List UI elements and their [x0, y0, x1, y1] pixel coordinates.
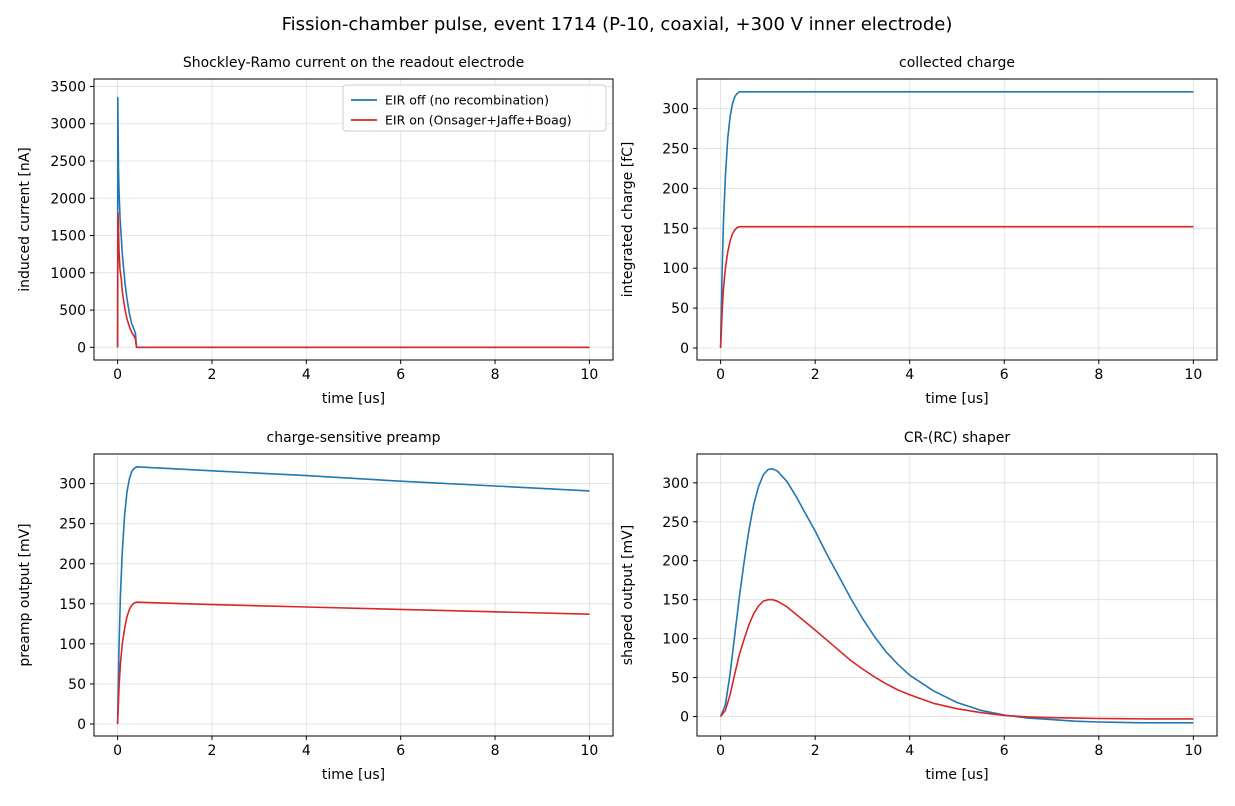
y-tick-label: 250: [59, 517, 86, 533]
y-axis-label: induced current [nA]: [17, 147, 33, 292]
axes-frame: [696, 78, 1218, 361]
axes-frame: [696, 453, 1218, 737]
x-tick-label: 4: [302, 743, 311, 759]
y-tick-label: 150: [662, 221, 689, 237]
series-line-eir-on: [116, 212, 590, 349]
y-tick-label: 250: [662, 515, 689, 531]
y-tick-label: 100: [662, 632, 689, 648]
x-tick-label: 4: [905, 367, 914, 383]
x-tick-label: 8: [1094, 367, 1103, 383]
y-tick-label: 250: [662, 141, 689, 157]
y-tick-label: 300: [59, 477, 86, 493]
legend-label: EIR off (no recombination): [385, 93, 549, 108]
x-tick-label: 6: [1000, 743, 1009, 759]
y-tick-label: 0: [77, 717, 86, 733]
panel-title: collected charge: [899, 55, 1015, 71]
x-tick-label: 0: [113, 367, 122, 383]
chart-panel-3: 0 2 4 6 8 10050100150200250300charge-sensitiv…: [17, 430, 614, 783]
chart-panel-1: 0 2 4 6 8 10 0 500 1000 1500 2000 2500 3000 3500 Shock…: [17, 55, 614, 407]
y-tick-label: 200: [59, 557, 86, 573]
chart-panels: 0 2 4 6 8 100500100015002000250030003500Shock…: [17, 55, 1218, 783]
y-axis-label: preamp output [mV]: [17, 523, 33, 666]
x-tick-label: 2: [207, 743, 216, 759]
y-axis-label: integrated charge [fC]: [620, 142, 636, 298]
y-tick-label: 0: [77, 340, 86, 356]
y-axis-label: shaped output [mV]: [620, 525, 636, 665]
x-tick-label: 8: [491, 367, 500, 383]
y-tick-label: 50: [671, 671, 689, 687]
x-axis-label: time [us]: [322, 391, 385, 407]
panel-title: Shockley-Ramo current on the readout ele…: [183, 55, 524, 71]
legend: EIR off (no recombination) EIR on (Onsage…: [342, 84, 607, 132]
series-line-eir-on: [719, 225, 1194, 349]
series-line-eir-on: [719, 598, 1194, 720]
x-tick-label: 0: [113, 743, 122, 759]
x-axis-label: time [us]: [925, 391, 988, 407]
axes-frame: [93, 453, 614, 737]
y-tick-label: 2000: [50, 191, 86, 207]
y-tick-label: 100: [662, 261, 689, 277]
x-tick-label: 6: [396, 367, 405, 383]
x-tick-label: 6: [396, 743, 405, 759]
panel-title: charge-sensitive preamp: [267, 430, 441, 446]
axes-frame: [93, 78, 614, 361]
y-tick-label: 2500: [50, 154, 86, 170]
y-tick-label: 200: [662, 554, 689, 570]
x-tick-label: 4: [302, 367, 311, 383]
x-tick-label: 2: [811, 743, 820, 759]
x-tick-label: 8: [1094, 743, 1103, 759]
y-tick-label: 200: [662, 181, 689, 197]
series-line-eir-on: [116, 601, 590, 725]
legend-label: EIR on (Onsager+Jaffe+Boag): [385, 113, 572, 128]
y-tick-label: 1000: [50, 266, 86, 282]
panel-title: CR-(RC) shaper: [904, 430, 1010, 446]
y-tick-label: 300: [662, 102, 689, 118]
series-line-eir-off: [719, 91, 1194, 349]
x-tick-label: 10: [1184, 743, 1202, 759]
series-line-eir-off: [719, 467, 1194, 724]
x-axis-label: time [us]: [925, 767, 988, 783]
x-tick-label: 10: [1184, 367, 1202, 383]
x-axis-label: time [us]: [322, 767, 385, 783]
y-tick-label: 0: [680, 341, 689, 357]
y-tick-label: 150: [59, 597, 86, 613]
y-tick-label: 50: [671, 301, 689, 317]
y-tick-label: 1500: [50, 229, 86, 245]
x-tick-label: 10: [580, 743, 598, 759]
y-tick-label: 0: [680, 710, 689, 726]
legend-box: [342, 84, 607, 132]
series-line-eir-off: [116, 465, 590, 725]
y-tick-label: 3000: [50, 117, 86, 133]
x-tick-label: 10: [580, 367, 598, 383]
y-tick-label: 150: [662, 593, 689, 609]
figure-title: Fission-chamber pulse, event 1714 (P-10,…: [282, 14, 953, 35]
x-tick-label: 8: [491, 743, 500, 759]
y-tick-label: 100: [59, 637, 86, 653]
x-tick-label: 2: [811, 367, 820, 383]
x-tick-label: 2: [207, 367, 216, 383]
x-tick-label: 0: [716, 367, 725, 383]
y-tick-label: 50: [68, 677, 86, 693]
x-tick-label: 0: [716, 743, 725, 759]
x-tick-label: 6: [1000, 367, 1009, 383]
y-tick-label: 500: [59, 303, 86, 319]
x-tick-label: 4: [905, 743, 914, 759]
y-tick-label: 300: [662, 476, 689, 492]
y-tick-label: 3500: [50, 79, 86, 95]
